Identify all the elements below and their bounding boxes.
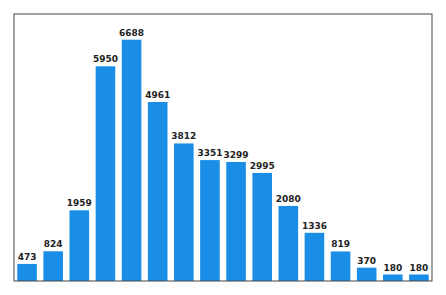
bar (357, 268, 377, 281)
data-label: 180 (410, 263, 429, 273)
bar (70, 210, 90, 281)
bar (252, 173, 272, 281)
bar (122, 40, 142, 281)
data-label: 1336 (302, 221, 327, 231)
data-label: 3812 (171, 131, 196, 141)
data-label: 4961 (145, 90, 170, 100)
plot-frame (14, 14, 432, 281)
bars (17, 40, 428, 281)
bar (279, 206, 299, 281)
chart: 473 824 1959 5950 6688 4961 3812335132992995 20… (0, 0, 446, 295)
plot-area (14, 14, 432, 281)
data-label: 824 (44, 239, 63, 249)
bar (383, 275, 403, 281)
bar (148, 102, 168, 281)
data-label: 473 (18, 252, 37, 262)
data-label: 3299 (224, 150, 249, 160)
bar (96, 66, 116, 281)
bar (43, 251, 63, 281)
data-label: 6688 (119, 28, 144, 38)
data-label: 2995 (250, 161, 275, 171)
bar (331, 251, 351, 281)
data-label: 1959 (67, 198, 92, 208)
data-label: 180 (383, 263, 402, 273)
data-label: 3351 (197, 148, 222, 158)
data-label: 2080 (276, 194, 301, 204)
data-label: 5950 (93, 54, 118, 64)
data-label: 819 (331, 239, 350, 249)
bar (305, 233, 325, 281)
data-label: 370 (357, 256, 376, 266)
bar (17, 264, 37, 281)
bar (174, 143, 194, 281)
bar (226, 162, 246, 281)
bar (200, 160, 220, 281)
bar (409, 275, 429, 281)
